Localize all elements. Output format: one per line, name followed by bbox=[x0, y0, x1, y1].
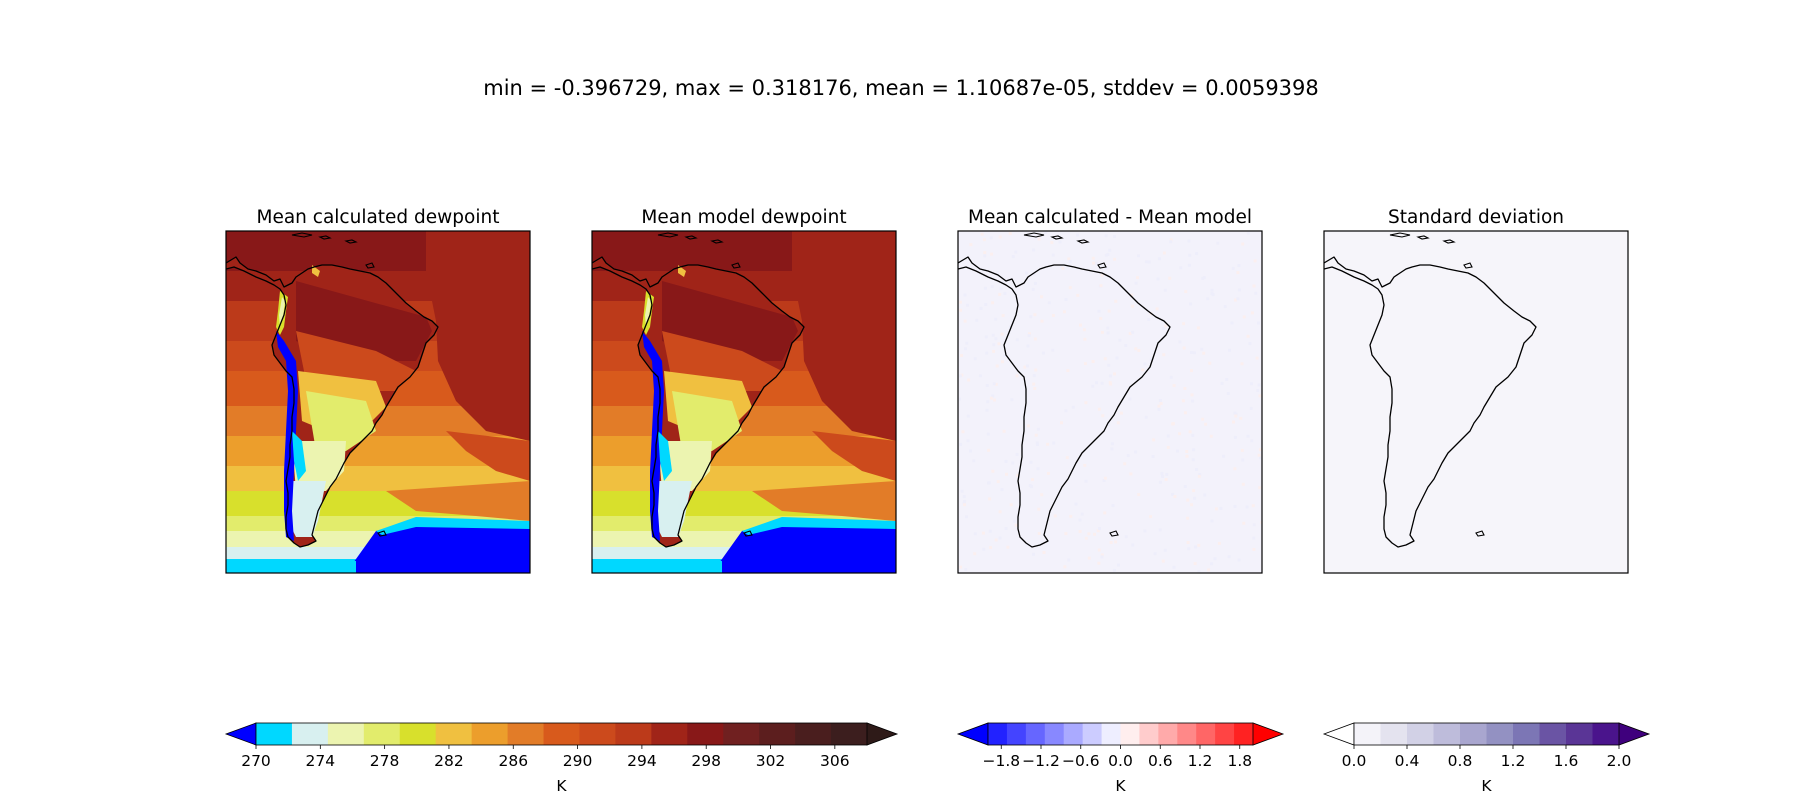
colorbar-unit-label: K bbox=[556, 777, 567, 795]
colorbar-tick-label: 1.6 bbox=[1554, 752, 1579, 770]
colorbar-tick-label: 274 bbox=[306, 752, 336, 770]
colorbar-tick-label: 0.0 bbox=[1108, 752, 1133, 770]
colorbar-unit-label: K bbox=[1115, 777, 1126, 795]
colorbar-tick-label: 278 bbox=[370, 752, 400, 770]
map-panel-model-dewpoint bbox=[591, 230, 897, 574]
colorbar-tick-label: 294 bbox=[627, 752, 657, 770]
colorbar-tick-label: −1.8 bbox=[982, 752, 1020, 770]
panel-title-model: Mean model dewpoint bbox=[641, 207, 846, 228]
colorbar-tick-label: −1.2 bbox=[1022, 752, 1060, 770]
map-panel-difference bbox=[957, 230, 1263, 574]
colorbar-tick-label: 0.8 bbox=[1448, 752, 1473, 770]
colorbar-dewpoint: 270 274 278 282 286 290 294 298 302 306 K bbox=[224, 722, 899, 795]
colorbar-unit-label: K bbox=[1481, 777, 1492, 795]
map-panel-calculated-dewpoint bbox=[225, 230, 531, 574]
colorbar-tick-label: 298 bbox=[691, 752, 721, 770]
colorbar-tick-label: 0.4 bbox=[1395, 752, 1420, 770]
colorbar-tick-label: 0.0 bbox=[1342, 752, 1367, 770]
colorbar-difference: −1.8 −1.2 −0.6 0.0 0.6 1.2 1.8 K bbox=[956, 722, 1285, 795]
panel-title-calculated: Mean calculated dewpoint bbox=[256, 207, 499, 228]
figure-suptitle: min = -0.396729, max = 0.318176, mean = … bbox=[483, 76, 1319, 100]
colorbar-tick-label: 302 bbox=[756, 752, 786, 770]
colorbar-tick-label: 286 bbox=[499, 752, 529, 770]
panel-title-stddev: Standard deviation bbox=[1388, 207, 1564, 228]
colorbar-tick-label: 1.2 bbox=[1188, 752, 1213, 770]
colorbar-tick-label: 270 bbox=[241, 752, 271, 770]
colorbar-stddev: 0.0 0.4 0.8 1.2 1.6 2.0 K bbox=[1322, 722, 1651, 795]
colorbar-tick-label: 1.8 bbox=[1227, 752, 1252, 770]
panel-title-difference: Mean calculated - Mean model bbox=[968, 207, 1252, 228]
colorbar-tick-label: 306 bbox=[820, 752, 850, 770]
colorbar-tick-label: 282 bbox=[434, 752, 464, 770]
colorbar-tick-label: 290 bbox=[563, 752, 593, 770]
map-panel-stddev bbox=[1323, 230, 1629, 574]
colorbar-tick-label: −0.6 bbox=[1062, 752, 1100, 770]
colorbar-tick-label: 0.6 bbox=[1148, 752, 1173, 770]
colorbar-tick-label: 2.0 bbox=[1607, 752, 1632, 770]
colorbar-tick-label: 1.2 bbox=[1501, 752, 1526, 770]
